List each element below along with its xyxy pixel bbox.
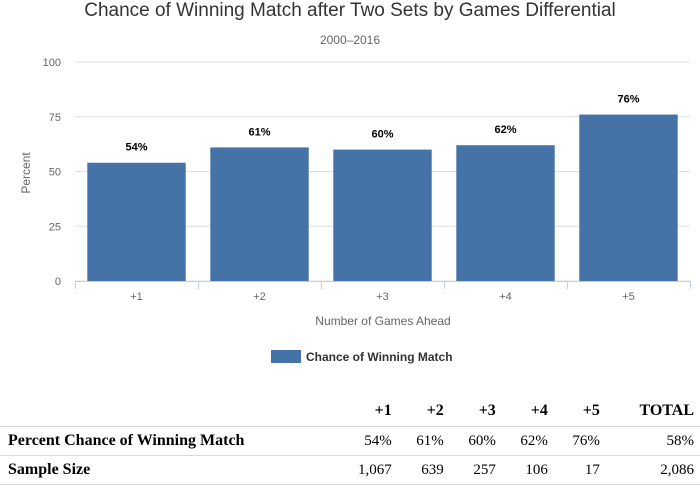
x-axis-title: Number of Games Ahead	[315, 314, 450, 328]
y-tick-label: 50	[49, 167, 61, 179]
table-cell: 639	[397, 455, 450, 485]
bar-chart: Chance of Winning Match after Two Sets b…	[19, 0, 691, 364]
column-header: TOTAL	[639, 402, 694, 419]
table-header-row: +1 +2 +3 +4 +5 TOTAL	[0, 396, 700, 427]
bar[interactable]	[210, 147, 309, 281]
stats-table: +1 +2 +3 +4 +5 TOTAL Percent Chance of Winnin…	[0, 396, 700, 485]
data-label: 60%	[371, 129, 393, 141]
table-cell: 106	[501, 455, 554, 485]
bar[interactable]	[333, 149, 432, 281]
y-tick-label: 75	[49, 112, 61, 124]
column-header: +1	[374, 402, 392, 419]
column-header	[0, 396, 336, 427]
bar[interactable]	[456, 145, 555, 281]
table-cell: 61%	[397, 426, 450, 456]
x-tick-label: +5	[622, 291, 635, 303]
row-label: Sample Size	[0, 455, 336, 485]
data-label: 76%	[617, 94, 639, 106]
y-tick-label: 25	[49, 221, 61, 233]
table-row: Sample Size 1,067 639 257 106 17 2,086	[0, 455, 700, 485]
x-tick-label: +1	[130, 291, 143, 303]
table-cell: 62%	[501, 426, 554, 456]
y-axis-title: Percent	[19, 152, 33, 194]
data-label: 61%	[248, 126, 270, 138]
row-label: Percent Chance of Winning Match	[0, 426, 336, 456]
column-header: +3	[478, 402, 496, 419]
table-cell: 54%	[336, 426, 398, 456]
table-cell: 76%	[553, 426, 606, 456]
table-cell: 17	[553, 455, 606, 485]
y-tick-label: 0	[55, 276, 61, 288]
legend[interactable]: Chance of Winning Match	[271, 350, 453, 364]
table-cell: 1,067	[336, 455, 398, 485]
column-header: +5	[582, 402, 600, 419]
table-row: Percent Chance of Winning Match 54% 61% 60%…	[0, 426, 700, 456]
bar[interactable]	[579, 114, 678, 281]
column-header: +4	[530, 402, 548, 419]
y-tick-label: 100	[43, 57, 61, 69]
table-cell: 257	[449, 455, 502, 485]
x-tick-label: +4	[499, 291, 512, 303]
bar[interactable]	[87, 162, 186, 281]
data-label: 62%	[494, 124, 516, 136]
chart-title: Chance of Winning Match after Two Sets b…	[84, 0, 616, 21]
legend-label: Chance of Winning Match	[306, 350, 453, 364]
table-cell: 2,086	[605, 455, 700, 485]
table-cell: 60%	[449, 426, 502, 456]
chart-subtitle: 2000–2016	[320, 33, 380, 47]
table-cell: 58%	[605, 426, 700, 456]
x-tick-label: +2	[253, 291, 266, 303]
column-header: +2	[426, 402, 444, 419]
data-label: 54%	[125, 142, 147, 154]
x-tick-label: +3	[376, 291, 389, 303]
legend-swatch	[271, 350, 301, 363]
